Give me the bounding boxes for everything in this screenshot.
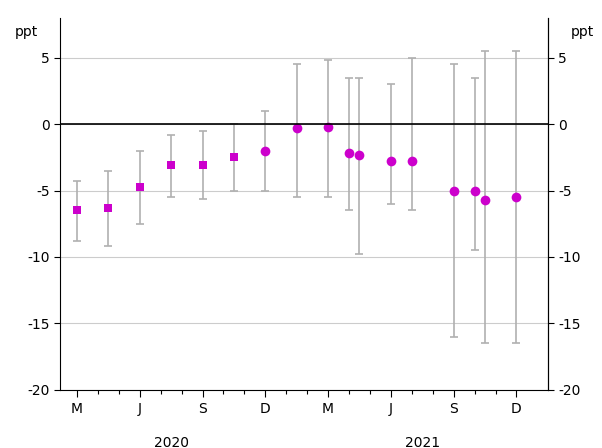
- Text: ppt: ppt: [14, 26, 38, 39]
- Text: 2021: 2021: [405, 436, 440, 448]
- Text: ppt: ppt: [570, 26, 594, 39]
- Text: 2020: 2020: [154, 436, 188, 448]
